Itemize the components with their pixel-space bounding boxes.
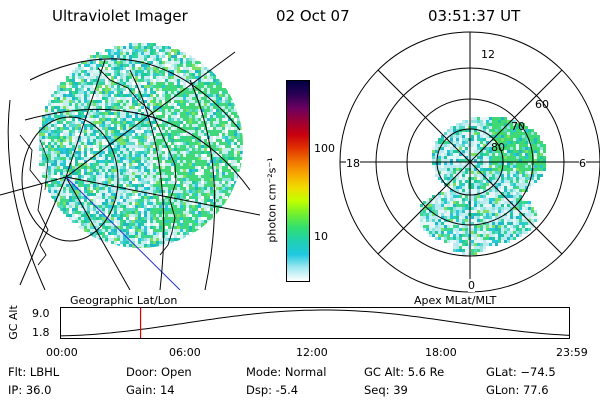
polar-plot <box>339 31 600 293</box>
colorbar-unit-label: photon cm⁻²s⁻¹ <box>265 157 279 243</box>
mlt-label-6: 6 <box>579 157 586 170</box>
colorbar-tick-10: 10 <box>314 230 328 243</box>
mlt-label-12: 12 <box>481 48 495 61</box>
gain-info: Gain: 14 <box>126 383 175 397</box>
mlat-label-70: 70 <box>511 120 525 133</box>
mlt-label-18: 18 <box>346 157 360 170</box>
mlat-label-80: 80 <box>491 141 505 154</box>
seq-info: Seq: 39 <box>364 383 408 397</box>
geographic-caption: Geographic Lat/Lon <box>70 294 178 307</box>
gc-alt-xtick-1: 06:00 <box>169 346 201 359</box>
gc-alt-plot <box>59 307 571 339</box>
glat-info: GLat: −74.5 <box>486 365 556 379</box>
door-info: Door: Open <box>126 365 192 379</box>
instrument-title: Ultraviolet Imager <box>52 7 188 25</box>
glon-info: GLon: 77.6 <box>486 383 549 397</box>
mlat-label-60: 60 <box>535 98 549 111</box>
apex-caption: Apex MLat/MLT <box>414 294 497 307</box>
gc-alt-xtick-0: 00:00 <box>46 346 78 359</box>
colorbar <box>286 80 310 282</box>
gc-alt-xtick-4: 23:59 <box>556 346 588 359</box>
gc-alt-xtick-3: 18:00 <box>425 346 457 359</box>
gc-alt-xtick-2: 12:00 <box>296 346 328 359</box>
gc-alt-info: GC Alt: 5.6 Re <box>364 365 445 379</box>
mlt-label-0: 0 <box>468 279 475 292</box>
gc-alt-ytick-9: 9.0 <box>32 307 50 320</box>
geographic-image <box>0 43 260 290</box>
mode-info: Mode: Normal <box>246 365 327 379</box>
colorbar-tick-100: 100 <box>314 142 335 155</box>
gc-alt-ytick-1-8: 1.8 <box>32 326 50 339</box>
time-label: 03:51:37 UT <box>428 7 521 25</box>
gc-alt-ylabel: GC Alt <box>6 305 20 340</box>
ip-info: IP: 36.0 <box>8 383 52 397</box>
filter-info: Flt: LBHL <box>8 365 60 379</box>
date-label: 02 Oct 07 <box>276 7 350 25</box>
dsp-info: Dsp: -5.4 <box>246 383 299 397</box>
